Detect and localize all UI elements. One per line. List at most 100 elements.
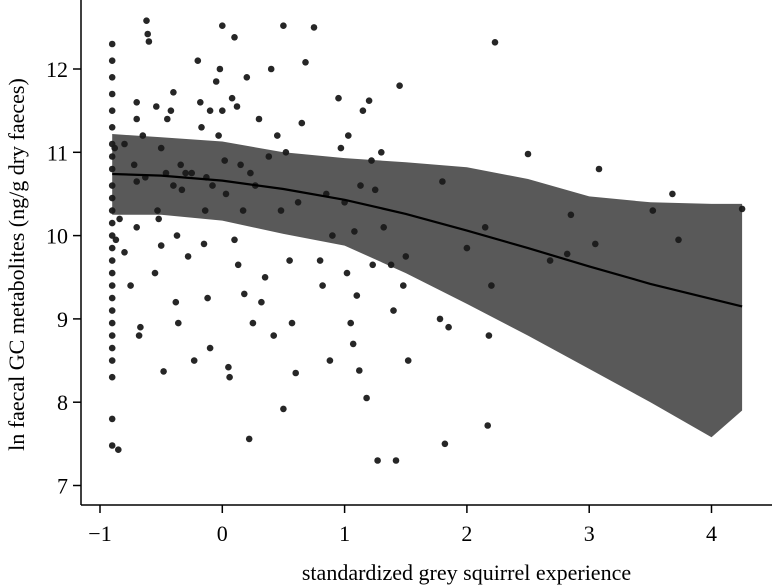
data-point — [177, 161, 184, 169]
data-point — [282, 149, 290, 156]
data-point — [649, 207, 657, 214]
data-point — [219, 107, 226, 114]
fit-line — [112, 172, 743, 308]
y-axis-title: ln faecal GC metabolites (ng/g dry faece… — [4, 78, 29, 451]
confidence-band — [112, 134, 743, 438]
data-point — [378, 149, 385, 156]
data-point — [108, 373, 116, 381]
y-tick-label: 10 — [46, 224, 68, 249]
data-point — [491, 39, 499, 46]
data-point — [481, 224, 489, 231]
data-point — [316, 257, 324, 264]
data-point — [108, 124, 116, 131]
data-point — [194, 57, 202, 64]
data-point — [200, 240, 208, 248]
data-point — [237, 161, 244, 169]
data-point — [563, 250, 571, 258]
data-point — [121, 249, 128, 256]
data-point — [485, 332, 493, 339]
data-point — [319, 282, 326, 289]
data-point — [404, 357, 412, 364]
data-point — [247, 169, 254, 177]
data-point — [595, 165, 603, 173]
data-point — [261, 274, 269, 281]
x-tick-label: 1 — [339, 521, 350, 546]
data-point — [130, 161, 138, 169]
data-point — [108, 165, 116, 173]
data-point — [108, 219, 116, 227]
data-point — [144, 30, 151, 38]
data-point — [351, 228, 358, 235]
data-point — [274, 132, 281, 139]
data-point — [155, 215, 162, 223]
x-tick-label: 0 — [217, 521, 228, 546]
data-point — [356, 367, 363, 374]
data-point — [567, 211, 575, 219]
x-axis-ticks: −1 0 1 2 3 4 — [88, 505, 717, 546]
data-point — [345, 132, 352, 139]
data-point — [198, 124, 205, 131]
data-point — [368, 157, 375, 164]
data-point — [133, 99, 140, 106]
data-point — [108, 182, 116, 189]
data-point — [108, 244, 116, 252]
y-tick-label: 7 — [57, 474, 68, 499]
x-tick-label: 3 — [584, 521, 595, 546]
data-point — [286, 257, 293, 264]
data-point — [298, 119, 306, 127]
data-point — [182, 169, 189, 177]
data-point — [206, 107, 214, 114]
data-point — [108, 344, 116, 352]
data-point — [121, 140, 128, 148]
data-point — [167, 107, 175, 114]
data-point — [108, 194, 116, 202]
data-point — [396, 82, 403, 89]
data-point — [592, 240, 599, 248]
data-point — [265, 153, 273, 160]
data-point — [137, 323, 144, 331]
data-point — [204, 294, 211, 302]
data-point — [343, 269, 351, 277]
data-point — [184, 253, 192, 260]
data-point — [335, 94, 342, 102]
data-point — [380, 224, 388, 231]
y-tick-label: 11 — [47, 140, 68, 165]
data-point — [277, 207, 285, 214]
plot-area — [108, 17, 746, 464]
data-point — [288, 319, 296, 327]
data-point — [347, 319, 355, 327]
data-point — [108, 90, 116, 98]
data-point — [390, 307, 397, 314]
data-point — [255, 115, 263, 123]
data-point — [292, 369, 300, 377]
data-point — [445, 323, 452, 331]
data-point — [258, 298, 265, 306]
data-point — [219, 22, 226, 30]
data-point — [546, 257, 554, 264]
data-point — [157, 242, 165, 249]
data-point — [206, 344, 214, 352]
x-tick-label: 4 — [706, 521, 717, 546]
data-point — [241, 290, 248, 298]
data-point — [170, 182, 177, 189]
data-point — [108, 415, 116, 423]
data-point — [436, 315, 444, 323]
data-point — [151, 269, 159, 277]
data-point — [234, 261, 242, 269]
data-point — [108, 74, 116, 81]
data-point — [170, 89, 177, 96]
data-point — [135, 332, 143, 339]
x-tick-label: 2 — [461, 521, 472, 546]
data-point — [127, 282, 134, 289]
data-point — [226, 373, 233, 381]
data-point — [249, 319, 257, 327]
data-point — [302, 59, 309, 66]
data-point — [108, 257, 116, 264]
data-point — [365, 97, 373, 104]
data-point — [337, 144, 345, 152]
data-point — [108, 269, 116, 277]
data-point — [231, 34, 238, 41]
data-point — [154, 207, 161, 214]
data-point — [524, 150, 532, 158]
data-point — [153, 103, 160, 110]
